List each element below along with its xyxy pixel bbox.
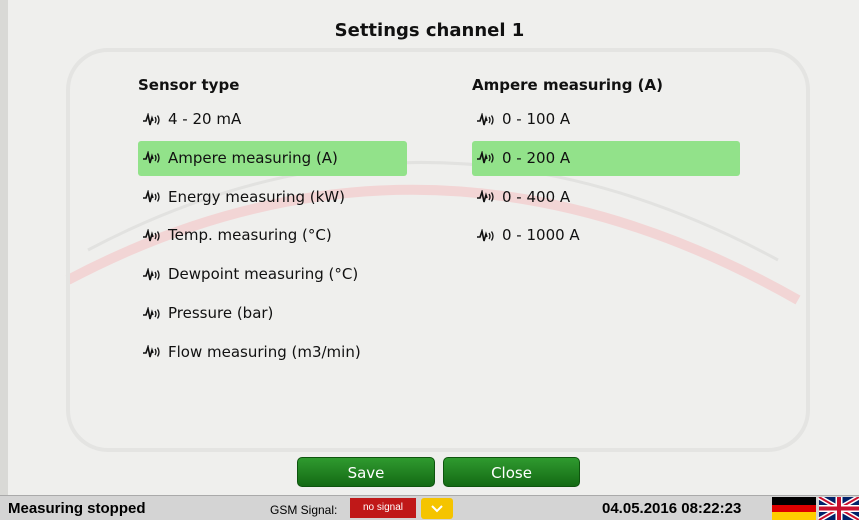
item-label: Energy measuring (kW)	[168, 188, 345, 206]
gsm-status: no signal	[350, 498, 416, 518]
item-label: Ampere measuring (A)	[168, 149, 338, 167]
screen: Settings channel 1 Sensor type Ampere me…	[0, 0, 859, 520]
list-item[interactable]: 0 - 1000 A	[472, 218, 740, 253]
item-label: 4 - 20 mA	[168, 110, 241, 128]
column-header: Ampere measuring (A)	[472, 76, 663, 94]
sensor-icon	[476, 229, 494, 243]
item-label: 0 - 200 A	[502, 149, 570, 167]
close-button[interactable]: Close	[443, 457, 580, 487]
signal-button[interactable]	[421, 498, 453, 519]
list-item[interactable]: 4 - 20 mA	[138, 102, 407, 137]
list-item[interactable]: 0 - 100 A	[472, 102, 740, 137]
sensor-icon	[142, 190, 160, 204]
sensor-icon	[476, 113, 494, 127]
status-text: Measuring stopped	[8, 500, 146, 517]
sensor-icon	[142, 307, 160, 321]
sensor-icon	[142, 113, 160, 127]
sensor-icon	[142, 268, 160, 282]
list-item[interactable]: Pressure (bar)	[138, 296, 407, 331]
item-label: Temp. measuring (°C)	[168, 226, 332, 244]
list-item[interactable]: Temp. measuring (°C)	[138, 218, 407, 253]
column-header: Sensor type	[138, 76, 239, 94]
save-button[interactable]: Save	[297, 457, 435, 487]
list-item[interactable]: 0 - 400 A	[472, 180, 740, 215]
item-label: Pressure (bar)	[168, 304, 273, 322]
sensor-icon	[142, 345, 160, 359]
list-item[interactable]: Ampere measuring (A)	[138, 141, 407, 176]
item-label: Flow measuring (m3/min)	[168, 343, 361, 361]
sensor-icon	[142, 229, 160, 243]
item-label: 0 - 1000 A	[502, 226, 580, 244]
dialog-title: Settings channel 1	[0, 20, 859, 41]
item-label: Dewpoint measuring (°C)	[168, 265, 358, 283]
list-item[interactable]: 0 - 200 A	[472, 141, 740, 176]
gsm-label: GSM Signal:	[270, 503, 337, 517]
status-bar: Measuring stopped GSM Signal: no signal …	[0, 495, 859, 520]
sensor-icon	[142, 151, 160, 165]
sensor-icon	[476, 190, 494, 204]
language-flags[interactable]	[772, 497, 859, 520]
datetime: 04.05.2016 08:22:23	[602, 500, 741, 517]
list-item[interactable]: Energy measuring (kW)	[138, 180, 407, 215]
list-item[interactable]: Dewpoint measuring (°C)	[138, 257, 407, 292]
arrow-icon	[421, 498, 453, 519]
list-item[interactable]: Flow measuring (m3/min)	[138, 335, 407, 370]
item-label: 0 - 400 A	[502, 188, 570, 206]
sensor-icon	[476, 151, 494, 165]
item-label: 0 - 100 A	[502, 110, 570, 128]
